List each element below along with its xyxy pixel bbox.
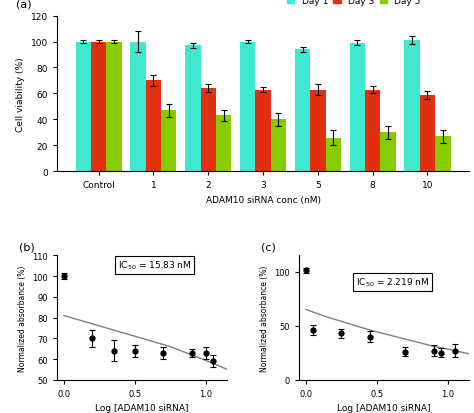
Text: IC$_{50}$ = 15.83 nM: IC$_{50}$ = 15.83 nM — [118, 259, 191, 272]
Bar — [255, 90, 271, 172]
Bar — [161, 111, 176, 172]
Text: (b): (b) — [19, 242, 35, 252]
Bar — [326, 138, 341, 172]
Bar — [106, 43, 122, 172]
Bar — [185, 46, 201, 172]
Text: (c): (c) — [261, 242, 276, 252]
Bar — [435, 137, 450, 172]
Bar — [146, 81, 161, 172]
Bar — [295, 50, 310, 172]
Legend: Day 1, Day 3, Day 5: Day 1, Day 3, Day 5 — [283, 0, 424, 9]
Y-axis label: Normalized absorbance (%): Normalized absorbance (%) — [260, 265, 269, 371]
Bar — [130, 43, 146, 172]
Bar — [201, 89, 216, 172]
Bar — [240, 43, 255, 172]
Bar — [380, 133, 396, 172]
Bar — [420, 95, 435, 172]
Bar — [91, 43, 106, 172]
Bar — [365, 90, 380, 172]
Bar — [216, 116, 231, 172]
Bar — [271, 120, 286, 172]
Text: (a): (a) — [16, 0, 31, 9]
X-axis label: Log [ADAM10 siRNA]: Log [ADAM10 siRNA] — [95, 404, 189, 413]
Y-axis label: Cell viability (%): Cell viability (%) — [16, 57, 25, 131]
Bar — [350, 44, 365, 172]
Text: IC$_{50}$ = 2.219 nM: IC$_{50}$ = 2.219 nM — [356, 276, 429, 288]
X-axis label: Log [ADAM10 siRNA]: Log [ADAM10 siRNA] — [337, 404, 431, 413]
Bar — [76, 43, 91, 172]
Y-axis label: Normalized absorbance (%): Normalized absorbance (%) — [18, 265, 27, 371]
X-axis label: ADAM10 siRNA conc (nM): ADAM10 siRNA conc (nM) — [206, 195, 320, 204]
Bar — [404, 41, 420, 172]
Bar — [310, 90, 326, 172]
